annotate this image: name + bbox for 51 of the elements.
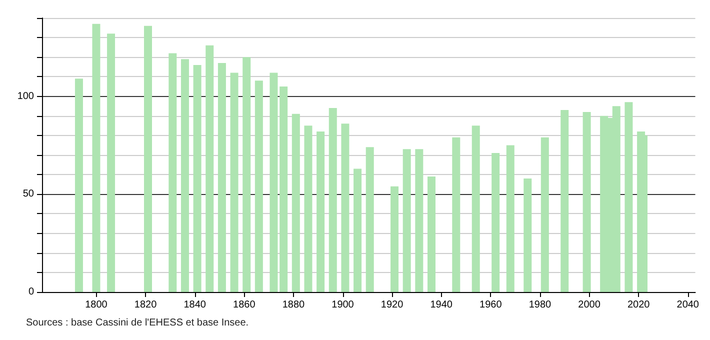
x-tick-label: 1940 xyxy=(430,300,453,310)
x-tick-label: 1900 xyxy=(332,300,354,310)
bar xyxy=(524,178,532,292)
bar xyxy=(540,137,549,292)
bar xyxy=(402,149,411,292)
bar xyxy=(230,72,238,292)
y-tick-label: 0 xyxy=(28,286,34,298)
x-tick-label: 1840 xyxy=(184,300,206,310)
bar xyxy=(280,86,288,292)
bar xyxy=(144,26,152,292)
x-tick-label: 2040 xyxy=(676,300,700,310)
x-tick-label: 1980 xyxy=(528,300,552,310)
bar xyxy=(624,102,633,292)
x-tick-label: 1860 xyxy=(233,300,256,310)
x-tick-label: 1920 xyxy=(380,300,404,310)
bar xyxy=(74,78,83,292)
bar xyxy=(452,137,460,292)
y-tick-label: 50 xyxy=(22,188,34,200)
bar xyxy=(206,45,214,292)
bar xyxy=(415,149,424,292)
x-tick-label: 1880 xyxy=(282,300,306,310)
bar xyxy=(254,80,263,292)
x-tick-label: 2000 xyxy=(578,300,601,310)
bar xyxy=(242,57,251,292)
bar xyxy=(390,186,399,292)
bar xyxy=(560,110,569,292)
bar xyxy=(193,64,202,292)
bar xyxy=(366,147,374,292)
bar xyxy=(506,145,514,292)
bar xyxy=(354,168,362,292)
bar xyxy=(270,72,278,292)
bar xyxy=(316,132,325,292)
bar xyxy=(168,53,177,292)
bar xyxy=(472,126,480,292)
source-note: Sources : base Cassini de l'EHESS et base Insee. xyxy=(26,318,249,328)
x-tick-label: 1820 xyxy=(134,300,158,310)
x-tick-label: 2020 xyxy=(627,300,650,310)
bar xyxy=(180,59,189,292)
bar xyxy=(92,24,100,292)
y-tick-label: 100 xyxy=(17,90,34,102)
x-tick-label: 1960 xyxy=(480,300,502,310)
bar xyxy=(428,176,436,292)
bar xyxy=(107,34,116,292)
x-tick-label: 1800 xyxy=(85,300,108,310)
bar xyxy=(492,153,500,292)
bar xyxy=(292,114,300,292)
bar xyxy=(304,126,312,292)
bar xyxy=(328,108,337,292)
bar xyxy=(218,63,226,292)
bar xyxy=(341,124,350,292)
bar xyxy=(582,112,591,292)
